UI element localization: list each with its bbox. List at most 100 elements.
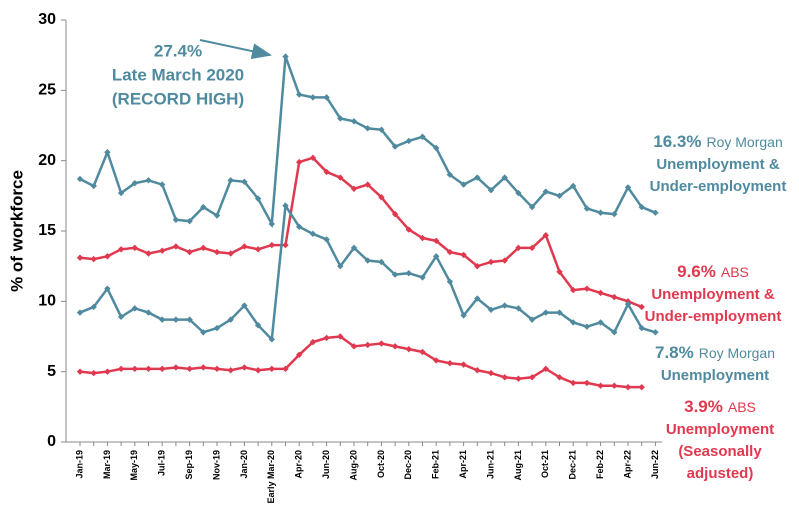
data-point: [446, 248, 454, 256]
data-point: [583, 285, 591, 292]
series-label: Unemployment: [666, 421, 774, 438]
data-point: [213, 248, 221, 256]
data-point: [117, 365, 125, 373]
x-tick-label: May-19: [129, 450, 139, 481]
data-point: [391, 343, 399, 350]
data-point: [624, 300, 632, 308]
data-point: [268, 241, 275, 249]
x-tick-label: Mar-19: [102, 450, 112, 479]
data-point: [241, 243, 248, 250]
data-point: [405, 137, 412, 145]
series-label: (Seasonally: [678, 443, 762, 460]
data-point: [364, 341, 371, 349]
data-point: [460, 361, 467, 368]
data-point: [378, 194, 385, 201]
data-point: [131, 244, 138, 252]
value-label: 7.8%: [655, 343, 694, 362]
data-point: [337, 333, 344, 340]
data-point: [556, 268, 563, 275]
data-point: [323, 168, 330, 176]
data-point: [323, 334, 330, 342]
data-point: [104, 149, 111, 156]
data-point: [611, 329, 618, 336]
data-point: [597, 209, 604, 216]
series-name: ABS: [728, 399, 756, 415]
data-point: [474, 367, 481, 374]
data-point: [337, 115, 344, 122]
data-point: [638, 383, 645, 391]
data-point: [556, 374, 563, 381]
data-point: [487, 369, 495, 377]
data-point: [611, 382, 618, 389]
data-point: [268, 365, 275, 373]
data-point: [433, 144, 440, 152]
data-point: [76, 309, 84, 316]
data-point: [652, 209, 659, 216]
data-point: [200, 364, 207, 371]
x-tick-label: Apr-20: [294, 450, 304, 479]
data-point: [597, 289, 604, 297]
data-point: [254, 322, 262, 329]
data-point: [364, 257, 371, 264]
data-point: [570, 182, 577, 190]
series-label: adjusted): [687, 465, 754, 482]
series-label: Unemployment &: [651, 286, 775, 303]
data-point: [200, 329, 207, 336]
series-line: [79, 156, 643, 309]
x-tick-label: Oct-21: [540, 450, 550, 478]
series-name: Roy Morgan: [699, 345, 775, 361]
data-point: [337, 174, 344, 181]
data-point: [611, 210, 618, 218]
series-label: Under-employment: [645, 308, 782, 325]
data-point: [501, 302, 508, 309]
series-line: [79, 335, 642, 389]
series-line: [79, 202, 656, 343]
data-point: [419, 234, 426, 242]
data-point: [159, 181, 166, 188]
x-tick-label: Dec-20: [403, 450, 413, 480]
data-point: [556, 192, 563, 200]
data-point: [487, 187, 495, 194]
data-point: [159, 365, 166, 373]
data-point: [296, 351, 303, 358]
y-tick-label: 10: [38, 293, 56, 310]
series-label: 16.3% Roy Morgan: [653, 132, 782, 151]
data-point: [104, 285, 111, 292]
data-point: [542, 188, 549, 195]
data-point: [542, 309, 549, 316]
data-point: [117, 246, 125, 253]
annotation-arrow: [199, 39, 272, 60]
data-point: [145, 309, 152, 316]
data-point: [268, 336, 275, 343]
data-point: [528, 316, 536, 323]
value-label: 3.9%: [684, 397, 723, 416]
x-tick-label: Early Mar-20: [266, 450, 276, 504]
x-tick-label: Feb-21: [431, 450, 441, 479]
data-point: [213, 212, 221, 219]
data-point: [487, 306, 495, 313]
annotation: (RECORD HIGH): [112, 89, 244, 108]
data-point: [570, 319, 577, 326]
data-point: [282, 53, 289, 60]
data-point: [583, 379, 591, 387]
data-point: [200, 203, 207, 211]
data-point: [501, 174, 508, 181]
data-point: [515, 189, 522, 197]
x-tick-label: Jun-21: [485, 450, 495, 479]
data-point: [282, 202, 289, 209]
data-point: [145, 177, 152, 184]
data-point: [296, 91, 303, 98]
data-point: [159, 316, 166, 323]
data-point: [90, 303, 97, 311]
annotation: Late March 2020: [112, 65, 244, 84]
data-point: [405, 345, 412, 353]
data-point: [378, 126, 385, 133]
data-point: [597, 382, 604, 389]
data-point: [186, 365, 193, 373]
data-point: [241, 178, 248, 185]
data-point: [282, 241, 289, 249]
data-point: [296, 158, 303, 166]
data-point: [350, 244, 358, 252]
data-point: [515, 244, 522, 252]
